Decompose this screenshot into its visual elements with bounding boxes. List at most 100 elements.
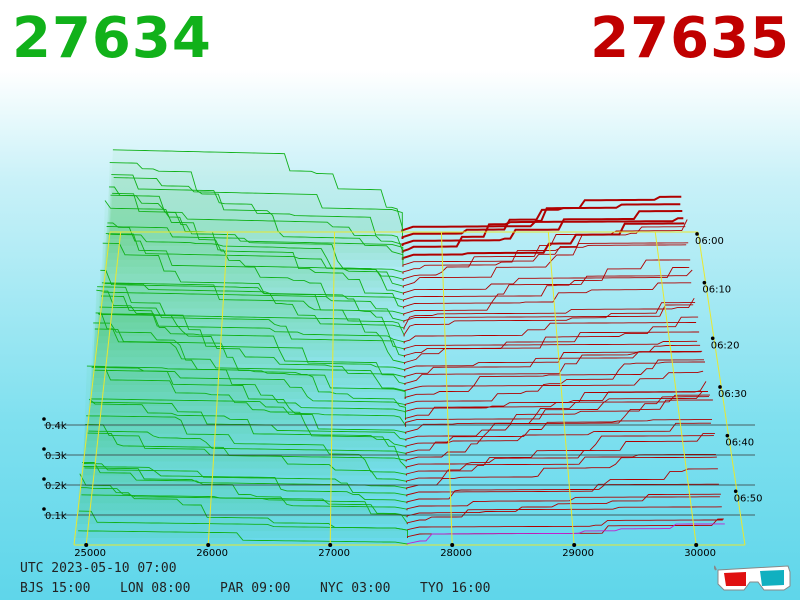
price-grid-line [207,231,229,546]
zone-par: PAR 09:00 [220,581,291,596]
time-tick-dot [718,385,722,389]
bid-line [107,222,404,288]
3d-glasses-icon[interactable] [714,560,794,594]
price-tick-dot [450,543,455,547]
ask-line [405,435,714,469]
ask-line [402,219,688,281]
ask-line [404,350,703,386]
price-tick-label: 27000 [318,548,350,559]
ask-line [403,269,693,316]
bid-fill [77,494,408,518]
bid-fill [96,270,405,351]
bid-fill [79,463,407,497]
bid-fill [98,282,405,337]
bid-fill [94,314,405,365]
bid-fill [93,286,405,379]
depth-tick-label: 0.3k [45,451,67,462]
ask-line [402,242,689,288]
depth-layer [106,194,685,260]
zone-tyo: TYO 16:00 [420,581,491,596]
ask-line [405,391,708,427]
bid-fill [108,193,403,246]
bid-fill [78,462,408,511]
bid-line [106,226,404,295]
bid-line [82,461,408,511]
bid-line [90,398,407,434]
bid-fill [106,162,403,267]
left-edge [73,231,111,546]
price-tick-label: 29000 [562,548,594,559]
time-tick-label: 06:50 [734,493,763,504]
bid-line [111,174,404,253]
depth-layer [93,286,702,379]
depth-layer [90,328,704,399]
bid-line [96,289,406,386]
right-edge [697,231,746,546]
depth-layer [98,242,695,330]
ask-line [403,297,695,330]
bid-line [100,269,405,351]
depth-tick-dot [42,507,46,511]
depth-layer [110,177,681,233]
bid-line [104,200,405,309]
price-tick-label: 25000 [74,548,106,559]
bid-fill [94,313,405,372]
price-grid-line [329,231,336,546]
depth-tick-label: 0.1k [45,511,67,522]
bid-line [97,313,406,372]
price-tick-label: 30000 [684,548,716,559]
price-grid-line [85,231,122,546]
ask-line [405,432,715,476]
bid-fill [90,370,406,406]
ask-line [405,399,713,462]
depth-layer [98,282,696,337]
bid-fill [74,511,408,539]
bid-line [103,291,405,323]
bid-line [102,242,405,330]
bid-line [112,149,403,239]
time-tick-dot [725,433,730,438]
time-tick-label: 06:20 [711,340,740,351]
bid-fill [103,222,404,288]
bid-fill [81,424,407,483]
bid-line [78,510,408,539]
ask-line [407,518,724,539]
ask-line [406,519,723,532]
ask-line [406,456,717,490]
bid-fill [82,415,407,476]
bid-line [99,306,405,358]
depth-layer [87,366,708,427]
bid-price: 27634 [12,6,212,71]
bid-line [88,430,407,455]
bid-fill [87,367,406,427]
ask-line [405,394,710,441]
bid-fill [102,226,404,295]
grid-lines [44,231,755,546]
bid-fill [92,290,405,386]
depth-layer [82,415,715,476]
ask-line [401,210,683,246]
ask-line [404,361,705,406]
bid-fill [88,366,406,420]
bid-fill [104,234,404,281]
bid-fill [75,473,408,532]
bid-fill [80,467,407,490]
bid-fill [86,402,406,441]
bid-line [80,487,408,525]
time-tick-label: 06:00 [695,236,724,247]
bid-line [85,424,408,483]
bid-line [104,282,405,316]
bid-fill [98,243,405,330]
ask-line [403,304,694,323]
depth-layer [94,313,701,372]
depth-layer [100,269,693,316]
ask-price: 27635 [590,6,790,71]
bid-line [112,192,404,246]
ask-line [401,217,684,253]
ask-line [403,259,691,302]
bid-line [82,466,408,504]
bid-line [110,194,404,260]
ask-line [401,195,682,239]
bid-line [105,233,404,302]
ask-line [407,523,725,546]
